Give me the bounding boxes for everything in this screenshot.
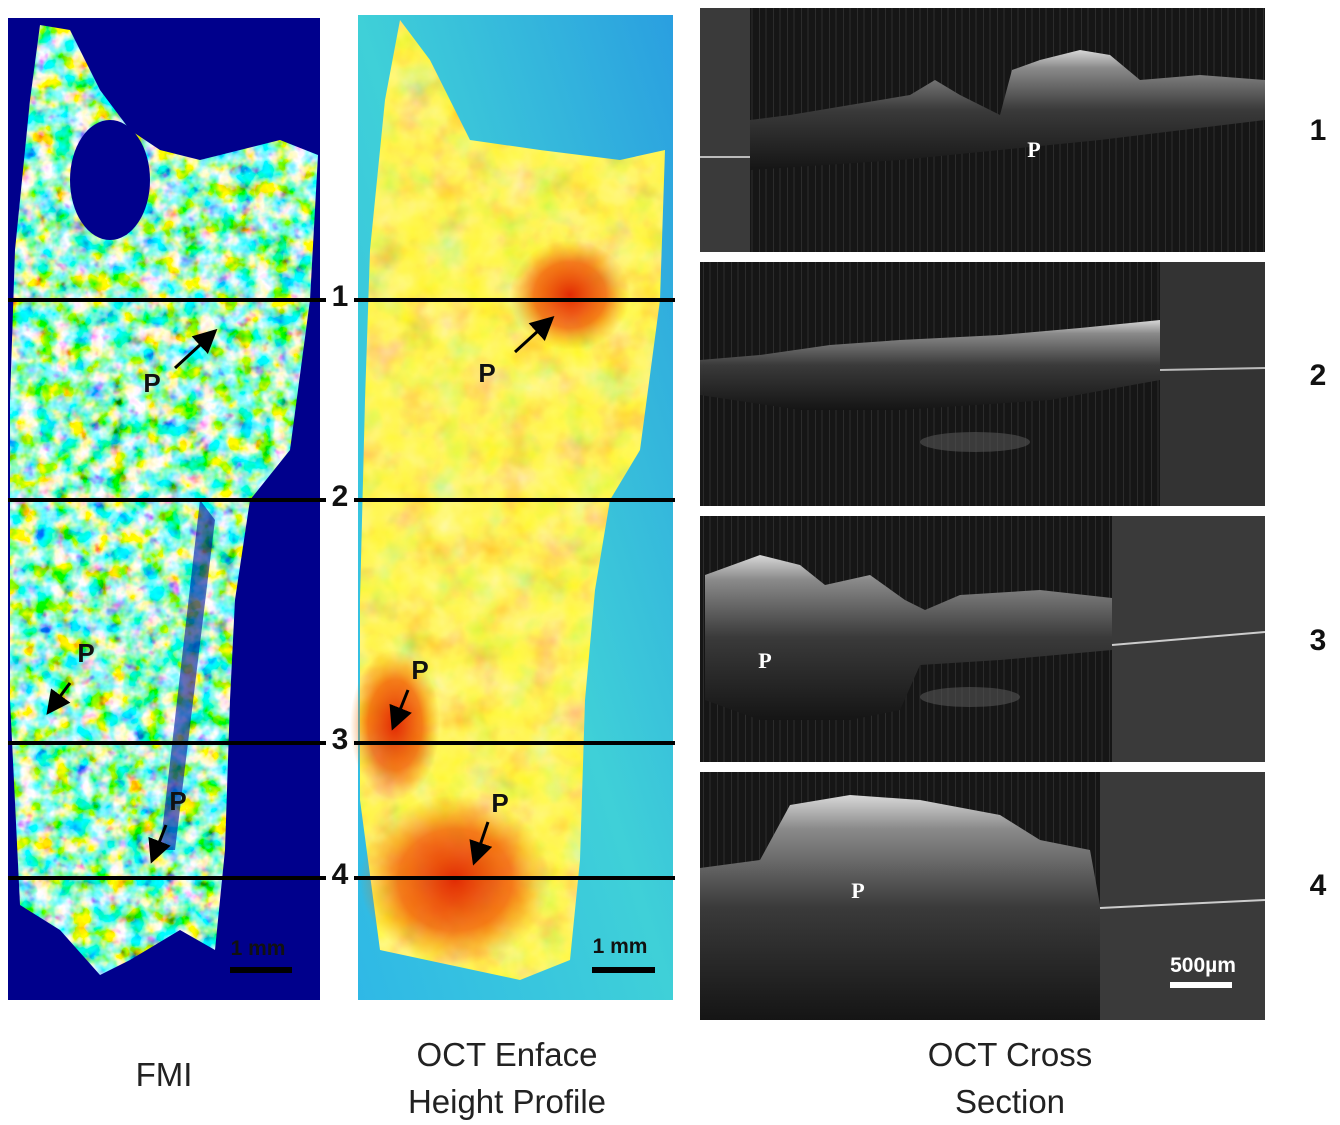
- arrow: [513, 315, 555, 354]
- slice-label: 1: [1310, 114, 1327, 147]
- scale-bar-label: 1 mm: [231, 937, 286, 960]
- cross-section-1: P: [700, 8, 1265, 252]
- caption: OCT Enface: [417, 1036, 598, 1073]
- scale-bar-label: 1 mm: [593, 935, 648, 958]
- arrow: [46, 682, 72, 715]
- cross-section-3: P: [700, 516, 1266, 762]
- caption: FMI: [136, 1056, 193, 1093]
- marker: P: [77, 638, 94, 668]
- caption: Height Profile: [408, 1083, 606, 1120]
- section-label: 2: [332, 480, 349, 513]
- section-label: 3: [332, 723, 349, 756]
- marker: P: [851, 878, 864, 903]
- section-label: 1: [332, 280, 349, 313]
- caption: Section: [955, 1083, 1065, 1120]
- cross-section-2: [700, 262, 1266, 506]
- scale-bar-label: 500µm: [1170, 954, 1236, 977]
- slice-label: 4: [1310, 869, 1327, 902]
- marker: P: [478, 358, 495, 388]
- arrow: [148, 824, 171, 864]
- marker: P: [1027, 137, 1040, 162]
- fmi-image: [8, 18, 320, 1000]
- caption: OCT Cross: [928, 1036, 1092, 1073]
- arrow: [173, 328, 218, 370]
- section-label: 4: [332, 858, 349, 891]
- section-lines: 1 2 3 4: [8, 280, 675, 891]
- enface-image: [350, 15, 673, 1000]
- marker: P: [758, 648, 771, 673]
- arrow: [469, 821, 493, 866]
- arrow: [389, 689, 412, 731]
- slice-label: 3: [1310, 624, 1327, 657]
- marker: P: [169, 786, 186, 816]
- marker: P: [143, 368, 160, 398]
- cross-section-4: P 500µm: [700, 772, 1266, 1020]
- marker: P: [491, 788, 508, 818]
- slice-label: 2: [1310, 359, 1327, 392]
- marker: P: [411, 655, 428, 685]
